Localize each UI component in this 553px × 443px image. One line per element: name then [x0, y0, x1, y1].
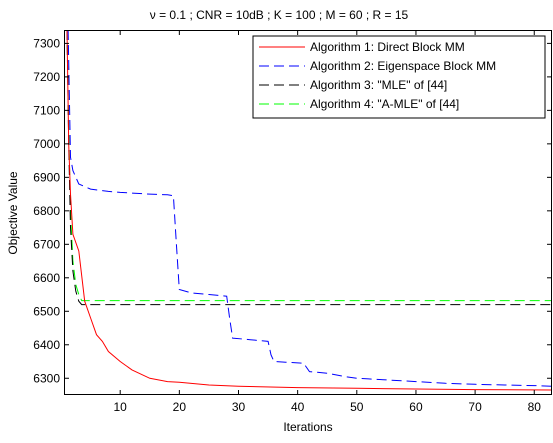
- y-tick-label: 6700: [33, 237, 60, 251]
- series-line-1: [66, 30, 552, 391]
- series-line-2: [67, 30, 552, 387]
- y-tick-label: 6600: [33, 271, 60, 285]
- y-tick-label: 7300: [33, 36, 60, 50]
- series-line-3: [66, 30, 552, 306]
- y-tick-label: 6400: [33, 338, 60, 352]
- y-tick-label: 6300: [33, 371, 60, 385]
- x-tick-label: 60: [409, 400, 423, 414]
- x-tick-label: 10: [114, 400, 128, 414]
- x-tick-label: 20: [173, 400, 187, 414]
- x-tick-label: 40: [291, 400, 305, 414]
- y-tick-label: 7000: [33, 137, 60, 151]
- y-tick-label: 7200: [33, 70, 60, 84]
- legend: Algorithm 1: Direct Block MM Algorithm 2:…: [252, 35, 546, 119]
- x-tick-label: 50: [350, 400, 364, 414]
- legend-label-3: Algorithm 3: "MLE" of [44]: [310, 78, 447, 92]
- y-tick-label: 6900: [33, 170, 60, 184]
- y-tick-label: 6800: [33, 204, 60, 218]
- series-layer: [66, 30, 552, 391]
- x-tick-label: 80: [528, 400, 542, 414]
- legend-label-2: Algorithm 2: Eigenspace Block MM: [310, 59, 496, 73]
- x-tick-label: 70: [468, 400, 482, 414]
- y-tick-label: 6500: [33, 304, 60, 318]
- legend-label-1: Algorithm 1: Direct Block MM: [310, 40, 465, 54]
- x-axis-label: Iterations: [283, 420, 332, 434]
- chart-title: ν = 0.1 ; CNR = 10dB ; K = 100 ; M = 60 …: [150, 8, 409, 22]
- y-axis-label: Objective Value: [6, 171, 20, 254]
- x-tick-label: 30: [232, 400, 246, 414]
- plot-frame: [64, 30, 552, 395]
- legend-label-4: Algorithm 4: "A-MLE" of [44]: [310, 97, 459, 111]
- legend-box: [252, 35, 546, 119]
- ticks-layer: 10 20 30 40 50 60 70 80 6300 6400 6500 6600 6700 6800…: [33, 30, 552, 414]
- y-tick-label: 7100: [33, 103, 60, 117]
